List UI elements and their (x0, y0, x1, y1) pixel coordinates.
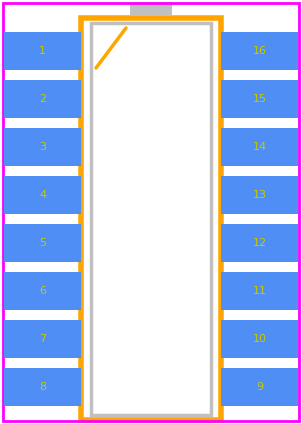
Bar (4, 224, 81, 262)
Text: 9: 9 (256, 382, 263, 392)
Text: 1: 1 (39, 46, 46, 56)
Text: 14: 14 (252, 142, 267, 152)
Text: 16: 16 (252, 46, 266, 56)
Bar (221, 368, 298, 406)
Text: 5: 5 (39, 238, 46, 248)
Bar (221, 128, 298, 166)
Bar (4, 128, 81, 166)
Text: 13: 13 (252, 190, 266, 200)
Bar (221, 320, 298, 358)
Bar (221, 32, 298, 70)
Bar (221, 176, 298, 214)
Bar (4, 320, 81, 358)
Text: 6: 6 (39, 286, 46, 296)
Bar (221, 272, 298, 310)
Text: 12: 12 (252, 238, 267, 248)
Text: 2: 2 (39, 94, 46, 104)
Bar (4, 272, 81, 310)
Bar (4, 368, 81, 406)
Text: 15: 15 (252, 94, 266, 104)
Bar (221, 224, 298, 262)
Bar (221, 80, 298, 118)
FancyBboxPatch shape (130, 2, 172, 16)
Text: 10: 10 (252, 334, 266, 344)
Bar (4, 32, 81, 70)
Text: 8: 8 (39, 382, 46, 392)
Text: 3: 3 (39, 142, 46, 152)
Bar (81, 18, 221, 420)
Bar (91, 23, 211, 415)
Bar (4, 176, 81, 214)
Text: 11: 11 (252, 286, 266, 296)
Text: 4: 4 (39, 190, 46, 200)
Bar (4, 80, 81, 118)
Text: 7: 7 (39, 334, 46, 344)
